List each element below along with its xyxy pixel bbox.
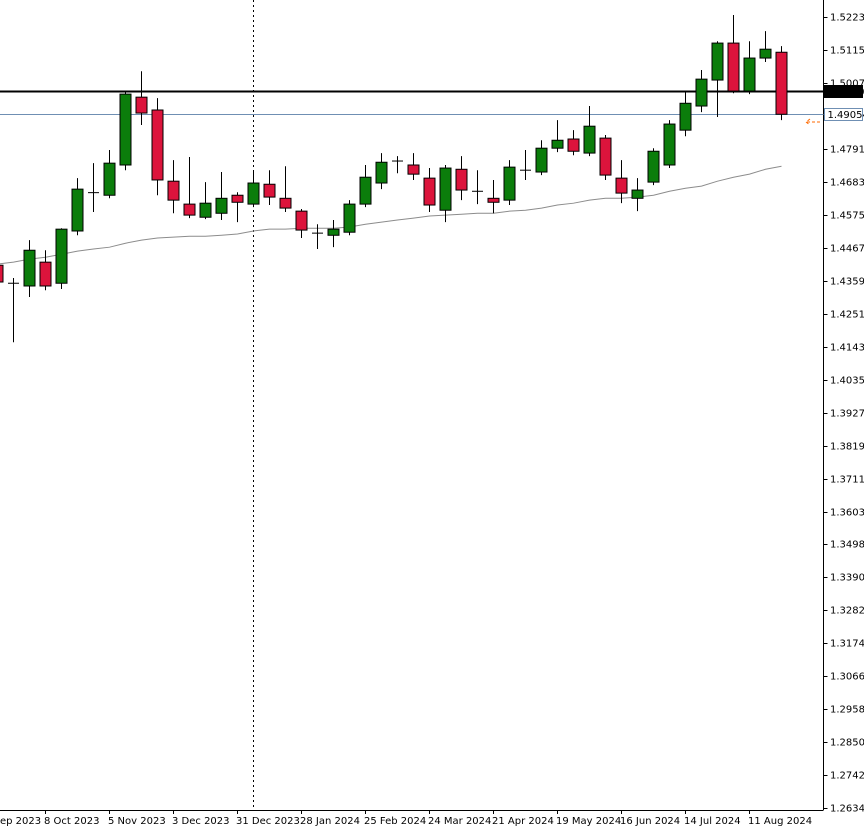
candle-body <box>199 202 212 218</box>
y-tick-label: 1.27420 <box>830 771 864 782</box>
y-tick-label: 1.34980 <box>830 540 864 551</box>
price-arrow <box>805 118 820 126</box>
y-tick-label: 1.43590 <box>830 277 864 288</box>
candle-body <box>279 197 292 209</box>
price-level-label: 1.49800 <box>828 87 864 98</box>
candle-body <box>55 228 68 284</box>
y-tick-label: 1.50070 <box>830 79 864 90</box>
y-tick-label: 1.30660 <box>830 672 864 683</box>
candle-body <box>647 150 660 183</box>
candle-body <box>151 109 164 181</box>
candle-body <box>631 189 644 199</box>
candle-body <box>759 48 772 59</box>
y-tick-label: 1.51150 <box>830 46 864 57</box>
y-tick-label: 1.52230 <box>830 13 864 24</box>
y-tick-label: 1.37110 <box>830 475 864 486</box>
candle-body <box>663 123 676 166</box>
candle-body <box>455 168 468 191</box>
y-tick-label: 1.26340 <box>830 804 864 815</box>
candle-body <box>567 138 580 152</box>
candle-body <box>343 203 356 233</box>
x-tick-label: 16 Jun 2024 <box>620 816 680 827</box>
y-tick-label: 1.31740 <box>830 639 864 650</box>
candle-body <box>551 139 564 149</box>
candle-body <box>359 176 372 205</box>
candle-body <box>231 194 244 203</box>
candle-body <box>295 210 308 231</box>
candle-body <box>407 164 420 175</box>
candle-body <box>375 161 388 184</box>
y-tick-label: 1.44670 <box>830 244 864 255</box>
x-tick-label: 28 Jan 2024 <box>300 816 360 827</box>
x-tick-label: 19 May 2024 <box>556 816 621 827</box>
y-tick-label: 1.28500 <box>830 738 864 749</box>
y-tick-label: 1.41430 <box>830 343 864 354</box>
x-tick-label: 14 Jul 2024 <box>684 816 741 827</box>
candle-body <box>679 102 692 131</box>
y-tick-label: 1.46830 <box>830 178 864 189</box>
candle-body <box>583 125 596 154</box>
candle-body <box>247 182 260 205</box>
y-tick-label: 1.47910 <box>830 145 864 156</box>
price-level-box <box>824 108 863 121</box>
y-tick-label: 1.29580 <box>830 705 864 716</box>
price-level-box <box>824 85 863 98</box>
x-tick-label: ep 2023 <box>0 816 41 827</box>
candle-body <box>487 197 500 203</box>
candle-body <box>695 78 708 107</box>
candle-body <box>711 42 724 81</box>
x-tick-label: 3 Dec 2023 <box>172 816 230 827</box>
candle-body <box>39 261 52 287</box>
candle-body <box>775 51 788 115</box>
candle-body <box>215 197 228 214</box>
moving-average <box>0 165 782 265</box>
x-tick-label: 31 Dec 2023 <box>236 816 300 827</box>
x-tick-label: 24 Mar 2024 <box>428 816 491 827</box>
x-tick-label: 21 Apr 2024 <box>492 816 554 827</box>
x-tick-label: 5 Nov 2023 <box>108 816 166 827</box>
y-tick-label: 1.42510 <box>830 310 864 321</box>
x-tick-label: 8 Oct 2023 <box>44 816 99 827</box>
candle-body <box>439 167 452 211</box>
y-tick-label: 1.45750 <box>830 211 864 222</box>
candle-body <box>135 96 148 114</box>
candle-body <box>599 137 612 176</box>
y-tick-label: 1.36030 <box>830 508 864 519</box>
candle-body <box>423 177 436 206</box>
candle-body <box>71 188 84 232</box>
candle-body <box>23 249 36 287</box>
y-tick-label: 1.32820 <box>830 606 864 617</box>
x-tick-label: 11 Aug 2024 <box>748 816 812 827</box>
candle-body <box>327 228 340 236</box>
price-level-label: 1.49054 <box>828 110 864 121</box>
candle-body <box>743 57 756 92</box>
candle-body <box>103 162 116 196</box>
candle-body <box>263 183 276 198</box>
candle-body <box>167 180 180 201</box>
candle-body <box>615 177 628 194</box>
y-tick-label: 1.40350 <box>830 376 864 387</box>
y-tick-label: 1.33900 <box>830 573 864 584</box>
candle-body <box>0 264 4 283</box>
candle-body <box>535 147 548 173</box>
y-tick-label: 1.39270 <box>830 409 864 420</box>
x-tick-label: 25 Feb 2024 <box>364 816 426 827</box>
y-tick-label: 1.38190 <box>830 442 864 453</box>
candle-body <box>183 203 196 216</box>
candle-body <box>119 93 132 166</box>
candle-body <box>503 166 516 201</box>
candle-body <box>727 42 740 92</box>
